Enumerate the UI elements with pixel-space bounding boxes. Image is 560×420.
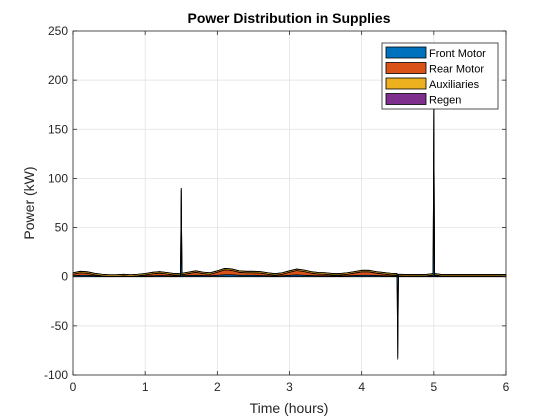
- x-tick-label: 1: [142, 380, 149, 394]
- y-tick-label: 50: [55, 221, 69, 235]
- y-tick-label: -100: [44, 368, 68, 382]
- x-tick-label: 0: [70, 380, 77, 394]
- legend-label: Auxiliaries: [429, 79, 480, 91]
- tick-labels: 0 1 2 3 4 5 6 -100 -50 0 50 100 150 200 250: [44, 24, 510, 394]
- y-tick-label: 150: [48, 122, 68, 136]
- y-tick-label: 250: [48, 24, 68, 38]
- legend-label: Rear Motor: [429, 64, 484, 76]
- x-axis-label: Time (hours): [250, 400, 329, 416]
- legend: Front Motor Rear Motor Auxiliaries Regen: [381, 42, 499, 110]
- y-tick-label: 0: [61, 270, 68, 284]
- y-tick-label: 100: [48, 171, 68, 185]
- legend-swatch: [385, 62, 427, 74]
- legend-swatch: [385, 77, 427, 90]
- legend-label: Front Motor: [429, 48, 486, 60]
- legend-swatch: [385, 46, 427, 59]
- x-tick-label: 5: [430, 380, 437, 394]
- chart-title: Power Distribution in Supplies: [187, 10, 390, 26]
- x-tick-label: 2: [214, 380, 221, 394]
- x-tick-label: 4: [358, 380, 365, 394]
- y-tick-label: 200: [48, 73, 68, 87]
- y-axis-label: Power (kW): [21, 166, 37, 239]
- legend-label: Regen: [429, 95, 461, 107]
- x-tick-label: 3: [286, 380, 293, 394]
- legend-swatch: [385, 93, 427, 105]
- y-tick-label: -50: [51, 319, 69, 333]
- x-tick-label: 6: [503, 380, 510, 394]
